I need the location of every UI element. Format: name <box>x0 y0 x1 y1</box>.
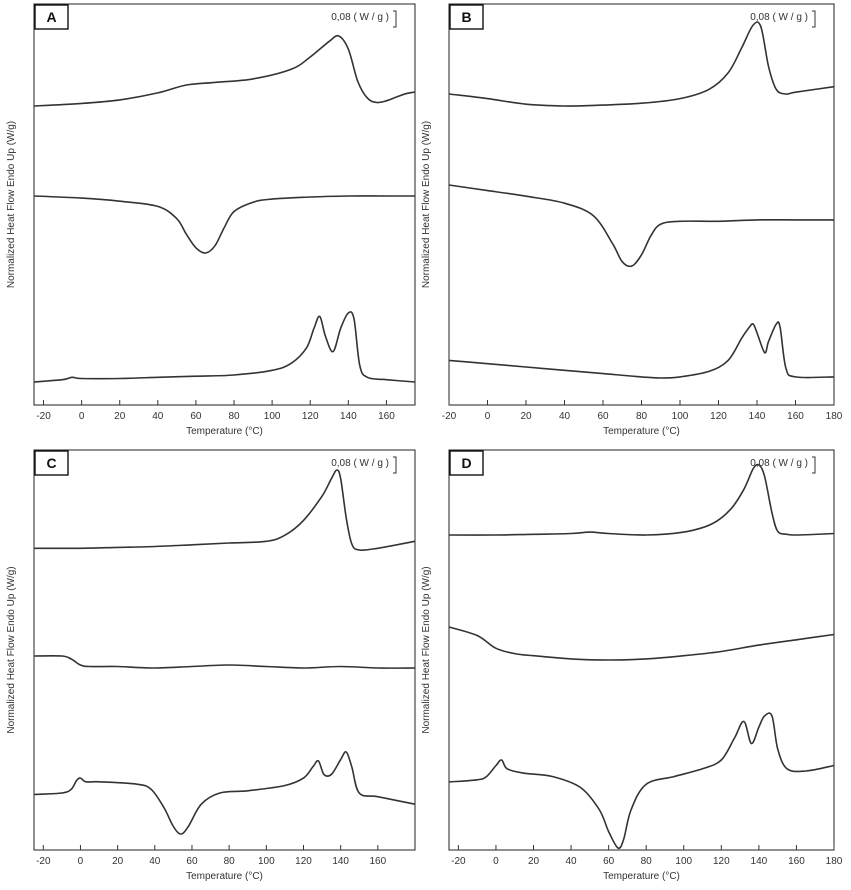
x-tick-label: -20 <box>36 856 51 867</box>
x-tick-label: 120 <box>302 411 319 422</box>
dsc-curve-3 <box>33 751 416 835</box>
x-tick-label: -20 <box>451 856 466 867</box>
x-axis-label: Temperature (°C) <box>603 426 680 437</box>
panel-label-box <box>449 4 484 30</box>
dsc-curve-3 <box>448 712 835 850</box>
x-tick-label: 160 <box>788 856 805 867</box>
dsc-curve-3 <box>33 311 416 383</box>
x-tick-label: 0 <box>78 856 84 867</box>
scale-bar-label: 0,08 ( W / g ) <box>750 458 808 469</box>
x-tick-label: 120 <box>713 856 730 867</box>
scale-bar <box>393 10 397 28</box>
scale-bar <box>393 456 397 474</box>
scale-bar-label: 0,08 ( W / g ) <box>331 458 389 469</box>
x-tick-label: 180 <box>826 856 843 867</box>
panel-A: -20 0 20 40 60 80 100 120 140 160 Temperature (°C)… <box>6 3 416 437</box>
x-tick-label: 20 <box>114 411 126 422</box>
x-tick-label: 0 <box>79 411 85 422</box>
x-tick-label: 140 <box>751 856 768 867</box>
dsc-curve-1 <box>448 463 835 536</box>
x-tick-label: 20 <box>520 411 532 422</box>
x-tick-label: 120 <box>710 411 727 422</box>
panel-letter: D <box>461 455 471 471</box>
x-tick-label: 160 <box>378 411 395 422</box>
dsc-curve-2 <box>33 195 415 254</box>
panel-label-box <box>449 450 484 476</box>
x-tick-label: 180 <box>826 411 843 422</box>
x-tick-label: 120 <box>295 856 312 867</box>
x-axis-label: Temperature (°C) <box>186 871 263 882</box>
scale-bar <box>812 10 816 28</box>
x-tick-label: 80 <box>636 411 648 422</box>
x-tick-label: 60 <box>603 856 615 867</box>
dsc-curve-2 <box>448 626 835 661</box>
x-tick-label: 60 <box>186 856 198 867</box>
plot-frame <box>448 3 835 406</box>
dsc-curve-1 <box>448 21 835 107</box>
dsc-curve-1 <box>33 34 416 107</box>
x-tick-label: 20 <box>528 856 540 867</box>
plot-frame <box>33 449 416 851</box>
x-tick-label: 0 <box>493 856 499 867</box>
x-tick-label: -20 <box>36 411 51 422</box>
x-tick-label: 40 <box>566 856 578 867</box>
x-tick-label: 40 <box>152 411 164 422</box>
x-tick-label: 0 <box>485 411 491 422</box>
scale-bar <box>812 456 816 474</box>
plot-frame <box>33 3 416 406</box>
panel-C: -20 0 20 40 60 80 100 120 140 160 Temperature (°C)… <box>6 449 416 882</box>
x-tick-label: -20 <box>442 411 457 422</box>
dsc-curve-2 <box>33 654 416 669</box>
panel-B: -20 0 20 40 60 80 100 120 140 160 180 Temperature (… <box>421 3 843 437</box>
x-tick-label: 140 <box>332 856 349 867</box>
x-tick-label: 160 <box>787 411 804 422</box>
dsc-curve-1 <box>33 469 416 552</box>
y-axis-label: Normalized Heat Flow Endo Up (W/g) <box>421 121 432 288</box>
x-tick-label: 60 <box>190 411 202 422</box>
panel-label-box <box>34 4 69 30</box>
x-tick-label: 40 <box>559 411 571 422</box>
panel-letter: C <box>46 455 56 471</box>
x-tick-label: 140 <box>749 411 766 422</box>
plot-frame <box>448 449 835 851</box>
x-tick-label: 160 <box>369 856 386 867</box>
x-axis-label: Temperature (°C) <box>603 871 680 882</box>
y-axis-label: Normalized Heat Flow Endo Up (W/g) <box>6 121 17 288</box>
x-tick-label: 100 <box>258 856 275 867</box>
x-axis-label: Temperature (°C) <box>186 426 263 437</box>
scale-bar-label: 0,08 ( W / g ) <box>750 12 808 23</box>
panel-D: -20 0 20 40 60 80 100 120 140 160 180 Temperature (… <box>421 449 843 882</box>
x-tick-label: 60 <box>597 411 609 422</box>
y-axis-label: Normalized Heat Flow Endo Up (W/g) <box>421 566 432 733</box>
x-tick-label: 100 <box>264 411 281 422</box>
x-tick-label: 100 <box>675 856 692 867</box>
y-axis-label: Normalized Heat Flow Endo Up (W/g) <box>6 566 17 733</box>
scale-bar-label: 0,08 ( W / g ) <box>331 12 389 23</box>
dsc-curve-2 <box>448 184 834 268</box>
x-tick-label: 40 <box>149 856 161 867</box>
x-tick-label: 80 <box>228 411 240 422</box>
x-tick-label: 20 <box>112 856 124 867</box>
x-tick-label: 140 <box>340 411 357 422</box>
x-tick-label: 80 <box>641 856 653 867</box>
x-tick-label: 80 <box>224 856 236 867</box>
dsc-curve-3 <box>448 321 835 379</box>
x-tick-label: 100 <box>672 411 689 422</box>
panel-letter: B <box>461 9 471 25</box>
panel-label-box <box>34 450 69 476</box>
panel-letter: A <box>46 9 56 25</box>
